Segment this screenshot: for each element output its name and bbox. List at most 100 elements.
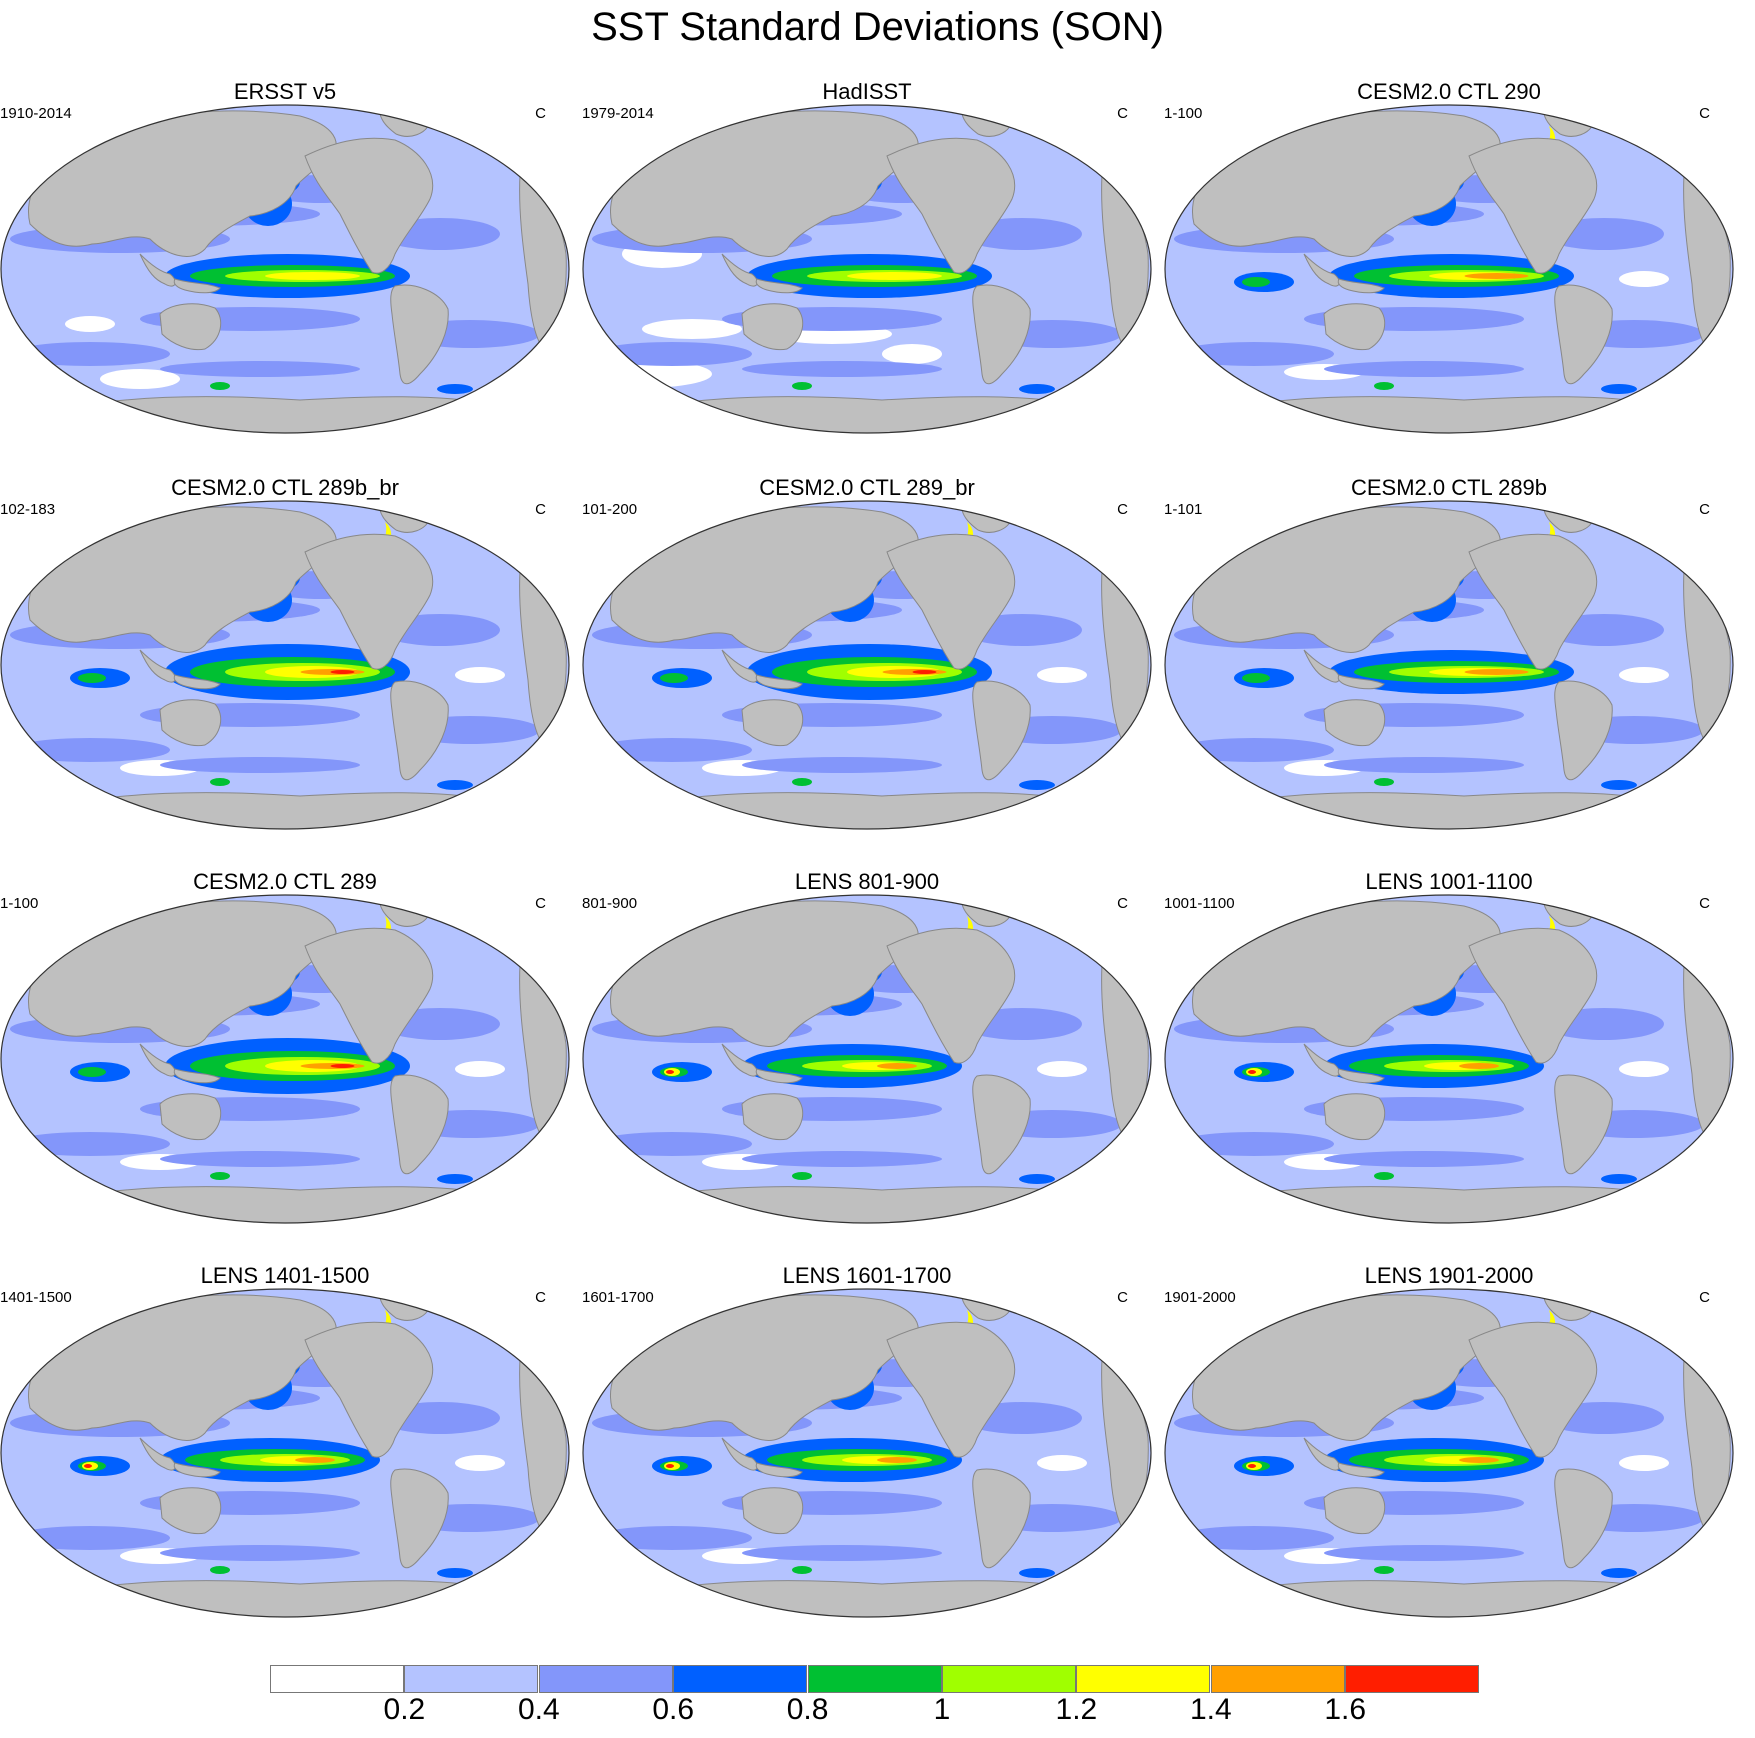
sst-map — [582, 500, 1152, 830]
southern-ocean-band — [437, 780, 473, 790]
indian-ocean-peak — [1248, 1464, 1256, 1468]
panel-period: 1001-1100 — [1164, 895, 1235, 912]
antarctica-landmass — [1252, 396, 1656, 433]
enso-peak — [330, 670, 355, 674]
low-variance-patch — [455, 667, 505, 683]
map-panel: HadISST 1979-2014 C — [582, 78, 1152, 448]
moderate-variance-patch — [742, 757, 942, 773]
antarctica-landmass — [88, 396, 492, 433]
panel-period: 1-100 — [1164, 105, 1203, 122]
low-variance-patch — [1037, 667, 1087, 683]
panel-period: 102-183 — [0, 501, 56, 518]
panel-title: CESM2.0 CTL 289 — [193, 869, 377, 894]
indonesia-landmass — [755, 1462, 803, 1478]
australia-landmass — [159, 1093, 222, 1141]
map-panel: LENS 1001-1100 1001-1100 C — [1164, 868, 1734, 1238]
indonesia-landmass — [173, 1068, 221, 1084]
map-boundary — [582, 104, 1152, 434]
panel-title: CESM2.0 CTL 289_br — [759, 475, 975, 500]
australia-landmass — [741, 303, 804, 351]
low-variance-patch — [455, 1061, 505, 1077]
low-variance-patch — [1619, 271, 1669, 287]
map-boundary — [582, 1288, 1152, 1618]
indonesia-landmass — [755, 674, 803, 690]
indonesia-landmass — [1337, 278, 1385, 294]
ocean-field — [1165, 105, 1733, 433]
panel-period: 1-100 — [0, 895, 39, 912]
southern-ocean-spot — [792, 778, 812, 786]
sst-map — [1164, 104, 1734, 434]
ocean-field — [583, 1289, 1151, 1617]
moderate-variance-patch — [160, 757, 360, 773]
antarctica-landmass — [88, 1186, 492, 1223]
australia-landmass — [1323, 1487, 1386, 1535]
panel-units: C — [535, 1289, 546, 1306]
panel-title: CESM2.0 CTL 290 — [1357, 79, 1541, 104]
panel-period: 1979-2014 — [582, 105, 654, 122]
sst-map — [1164, 500, 1734, 830]
map-panel: LENS 1901-2000 1901-2000 C — [1164, 1262, 1734, 1632]
moderate-variance-patch — [1324, 1545, 1524, 1561]
north-america-landmass — [1468, 533, 1598, 670]
moderate-variance-patch — [1174, 1132, 1334, 1156]
ocean-field — [1, 895, 569, 1223]
map-boundary — [0, 894, 570, 1224]
southern-ocean-spot — [210, 778, 230, 786]
sst-map — [0, 894, 570, 1224]
low-variance-patch — [455, 1455, 505, 1471]
ocean-field — [1, 501, 569, 829]
indian-ocean-core — [1242, 673, 1270, 683]
moderate-variance-patch — [10, 1526, 170, 1550]
enso-max — [295, 1457, 335, 1463]
panel-units: C — [1117, 105, 1128, 122]
ocean-field — [1165, 1289, 1733, 1617]
colorbar-tick-label: 1.6 — [1324, 1693, 1367, 1726]
north-america-landmass — [886, 137, 1016, 274]
australia-landmass — [159, 699, 222, 747]
southern-ocean-spot — [1374, 1566, 1394, 1574]
enso-core — [265, 272, 360, 280]
panel-units: C — [1117, 501, 1128, 518]
indian-ocean-core — [660, 673, 688, 683]
southern-ocean-spot — [792, 382, 812, 390]
south-america-landmass — [390, 1468, 449, 1569]
south-america-landmass — [972, 1074, 1031, 1175]
moderate-variance-patch — [160, 361, 360, 377]
panel-units: C — [1699, 501, 1710, 518]
enso-max — [877, 1063, 917, 1069]
panel-units: C — [1699, 895, 1710, 912]
ocean-field — [1, 105, 569, 433]
indonesia-landmass — [755, 1068, 803, 1084]
antarctica-landmass — [670, 396, 1074, 433]
southern-ocean-band — [437, 384, 473, 394]
moderate-variance-patch — [742, 1151, 942, 1167]
north-america-landmass — [886, 1321, 1016, 1458]
colorbar-swatch — [1076, 1665, 1211, 1693]
enso-peak — [912, 670, 937, 674]
enso-max — [1464, 273, 1529, 279]
north-america-landmass — [304, 927, 434, 1064]
colorbar-tick-label: 1.4 — [1189, 1693, 1232, 1726]
south-america-landmass — [390, 680, 449, 781]
southern-ocean-band — [1019, 1174, 1055, 1184]
sst-map — [0, 500, 570, 830]
southern-ocean-band — [1601, 384, 1637, 394]
australia-landmass — [1323, 1093, 1386, 1141]
southern-ocean-spot — [1374, 778, 1394, 786]
antarctica-landmass — [88, 792, 492, 829]
moderate-variance-patch — [742, 1545, 942, 1561]
indian-ocean-core — [1242, 277, 1270, 287]
indonesia-landmass — [1337, 1068, 1385, 1084]
enso-max — [1459, 1063, 1499, 1069]
australia-landmass — [159, 303, 222, 351]
map-boundary — [1164, 894, 1734, 1224]
indian-ocean-peak — [666, 1464, 674, 1468]
south-america-landmass — [1554, 284, 1613, 385]
indonesia-landmass — [173, 1462, 221, 1478]
low-variance-patch — [1619, 1455, 1669, 1471]
north-america-landmass — [1468, 1321, 1598, 1458]
south-america-landmass — [1554, 1468, 1613, 1569]
colorbar — [270, 1665, 1480, 1695]
ocean-field — [1165, 501, 1733, 829]
panel-period: 1901-2000 — [1164, 1289, 1236, 1306]
